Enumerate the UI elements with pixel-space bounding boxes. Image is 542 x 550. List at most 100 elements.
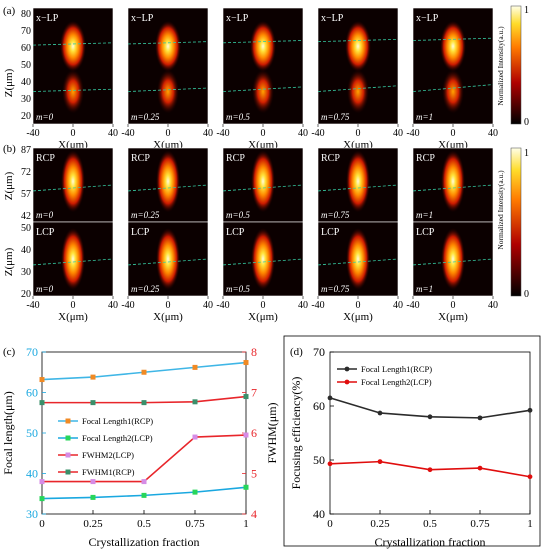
panel-a-xtick-label: -40: [311, 128, 324, 139]
panel-c-series-point-0: [141, 369, 147, 375]
panel-b-rcp-m-label: m=0.5: [226, 210, 250, 220]
panel-b-rcp-focal-spot: [61, 150, 85, 213]
panel-c-ytick-left-label: 40: [26, 467, 38, 481]
panel-a-focal-spot: [440, 20, 466, 72]
panel-c-legend-label: Focal Length1(RCP): [82, 416, 153, 426]
panel-c-xtick-label: 0.5: [137, 518, 151, 530]
panel-b-lcp-ytick-label: 50: [21, 223, 31, 234]
panel-a-ytick-label: 20: [21, 111, 31, 122]
panel-a-m-label: m=0.75: [321, 112, 350, 122]
panel-b-lcp-xlabel: X(μm): [58, 311, 88, 323]
panel-b-lcp-ylabel: Z(μm): [3, 247, 15, 276]
panel-b-lcp-xtick-label: -40: [26, 300, 39, 311]
panel-c-series-point-3: [90, 400, 96, 406]
panel-b-rcp-m-label: m=0: [36, 210, 54, 220]
panel-b-rcp-ytick-label: 72: [21, 167, 31, 178]
panel-d-series-point-1: [527, 474, 533, 480]
panel-a-xtick-label: -40: [216, 128, 229, 139]
panel-b-lcp-xtick-label: 40: [488, 300, 498, 311]
panel-c-legend-marker: [65, 469, 71, 475]
panel-c-series-point-1: [90, 494, 96, 500]
panel-d-series-point-1: [327, 461, 333, 467]
panel-c-legend-label: Focal Length2(LCP): [82, 433, 153, 443]
panel-d-xlabel: Crystallization fraction: [375, 535, 486, 549]
panel-a-focal-spot: [60, 20, 86, 72]
panel-a-xtick-label: 40: [203, 128, 213, 139]
panel-d-plot-area: [329, 351, 531, 515]
panel-a-colorbar-label: Normalized Intensity(a.u.): [496, 26, 505, 106]
panel-a-xtick-label: 0: [356, 128, 361, 139]
panel-b-lcp-focal-guide-line: [222, 258, 304, 266]
panel-a-polarization-label: x−LP: [36, 13, 59, 24]
panel-c-series-point-0: [192, 364, 198, 370]
panel-d-marks: 0 0.25 0.5 0.75 1 40 50 60 70: [313, 345, 533, 530]
panel-b-lcp-focal-spot: [61, 227, 85, 291]
panel-a-polarization-label: x−LP: [131, 13, 154, 24]
panel-b-lcp-xtick-label: 40: [108, 300, 118, 311]
panel-c-series-point-1: [243, 484, 249, 490]
panel-d-legend-marker: [344, 379, 350, 385]
panel-b-rcp-focal-guide-line: [222, 184, 304, 192]
panel-a-focal-spot: [345, 20, 371, 72]
panel-b-rcp-m-label: m=0.75: [321, 210, 350, 220]
panel-b-rcp-tile-0: RCP m=0: [32, 147, 114, 223]
panel-d-xtick-label: 1: [527, 518, 533, 530]
panel-c-series-point-2: [90, 479, 96, 485]
panel-c-plot-area: [41, 351, 247, 515]
panel-b-rcp-ytick-label: 57: [21, 189, 31, 200]
panel-b-lcp-xtick-label: -40: [216, 300, 229, 311]
panel-c-series-point-2: [141, 479, 147, 485]
panel-c-ytick-right-label: 8: [251, 345, 257, 359]
panel-b-rcp-ytick-label: 42: [21, 211, 31, 222]
panel-a-colorbar-gradient: [510, 5, 522, 125]
panel-a-colorbar: 1 0 Normalized Intensity(a.u.): [496, 5, 529, 128]
panel-a-xtick-label: 40: [108, 128, 118, 139]
panel-b-rcp-focal-guide-line: [317, 184, 399, 192]
panel-b-lcp-ytick-label: 40: [21, 245, 31, 256]
panel-c-series-point-0: [90, 374, 96, 380]
panel-d-ytick-label: 70: [313, 345, 325, 359]
panel-a-xtick-label: -40: [121, 128, 134, 139]
panel-b-lcp-xtick-label: -40: [121, 300, 134, 311]
panel-b-lcp-focal-spot: [251, 227, 275, 291]
panel-b-lcp-xtick-label: 0: [166, 300, 171, 311]
panel-b-lcp-m-label: m=0.5: [226, 284, 250, 294]
panel-c-ytick-right-label: 5: [251, 467, 257, 481]
panel-b-lcp-focal-guide-line: [412, 258, 494, 266]
panel-d-ytick-label: 60: [313, 399, 325, 413]
panel-b-lcp-polarization-label: LCP: [36, 227, 55, 238]
panel-c-series-point-2: [192, 434, 198, 440]
panel-c-series-point-0: [243, 360, 249, 366]
panel-a-ytick-label: 40: [21, 77, 31, 88]
panel-c-ylabel-left: Focal length(μm): [1, 391, 15, 474]
panel-a-tile-4: x−LPm=1-40 0 40X(μm): [406, 7, 498, 151]
panel-c-ytick-left-label: 30: [26, 507, 38, 521]
panel-c-ytick-right-label: 4: [251, 507, 257, 521]
panel-d-xtick-label: 0.5: [423, 518, 437, 530]
panel-b-rcp-focal-spot: [441, 150, 465, 213]
panel-b-colorbar-gradient: [510, 147, 522, 297]
panel-d-series-point-0: [327, 395, 333, 401]
panel-a-focal-guide-line: [412, 84, 494, 92]
panel-d-series-point-1: [427, 467, 433, 473]
panel-b-lcp-xtick-label: 40: [203, 300, 213, 311]
panel-d-legend-label: Focal Length2(LCP): [361, 377, 432, 387]
panel-b-lcp-xlabel: X(μm): [438, 311, 468, 323]
panel-c-label: (c): [3, 346, 16, 358]
panel-b-lcp-xtick-label: -40: [311, 300, 324, 311]
panel-a-ylabel: Z(μm): [3, 68, 15, 97]
panel-a-colorbar-max: 1: [524, 5, 529, 16]
panel-b-lcp-xlabel: X(μm): [343, 311, 373, 323]
panel-b-rcp-m-label: m=1: [416, 210, 433, 220]
panel-b-lcp-tile-0: LCP m=0 -40 0 40 X(μm): [26, 221, 118, 323]
panel-b-lcp-xtick-label: 40: [393, 300, 403, 311]
panel-a-focal-guide-line: [127, 41, 209, 45]
panel-b-colorbar-min: 0: [524, 289, 529, 300]
panel-b-lcp-tile-2: LCP m=0.5 -40 0 40 X(μm): [216, 221, 308, 323]
panel-b-label: (b): [3, 143, 16, 155]
panel-a-ytick-label: 60: [21, 43, 31, 54]
panel-c-series-point-3: [39, 400, 45, 406]
